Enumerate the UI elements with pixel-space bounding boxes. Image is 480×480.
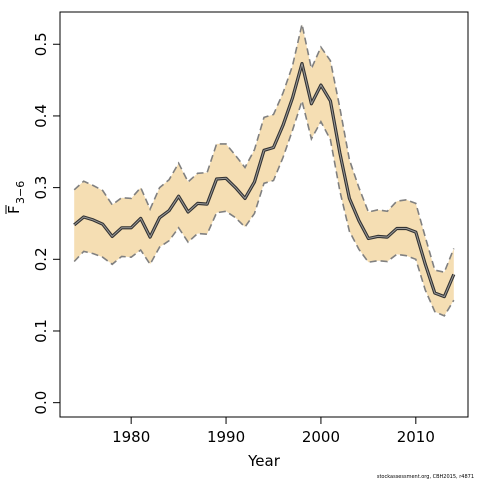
y-tick-label: 0.4 (32, 104, 50, 128)
x-axis-title: Year (247, 452, 281, 470)
y-axis: 0.0 0.1 0.2 0.3 0.4 0.5 (32, 32, 61, 415)
y-tick-label: 0.1 (32, 319, 50, 343)
x-tick-label: 2010 (397, 428, 435, 446)
y-axis-title-main: F (5, 205, 23, 214)
y-tick-label: 0.2 (32, 247, 50, 271)
y-axis-title: F 3−6 (5, 181, 27, 214)
footer-credit: stockassessment.org, CBH2015, r4871 (377, 474, 474, 480)
plot-area (73, 24, 456, 317)
estimate-line-highlight (73, 63, 455, 298)
y-tick-label: 0.0 (32, 391, 50, 415)
y-tick-label: 0.5 (32, 32, 50, 56)
y-tick-label: 0.3 (32, 176, 50, 200)
y-axis-title-subscript: 3−6 (14, 181, 27, 204)
x-tick-label: 1980 (112, 428, 150, 446)
x-tick-label: 2000 (302, 428, 340, 446)
lower-bound-line (73, 97, 455, 317)
x-tick-label: 1990 (207, 428, 245, 446)
confidence-band (74, 24, 454, 316)
upper-bound-line (73, 24, 455, 274)
x-axis: 1980 1990 2000 2010 (112, 416, 435, 446)
